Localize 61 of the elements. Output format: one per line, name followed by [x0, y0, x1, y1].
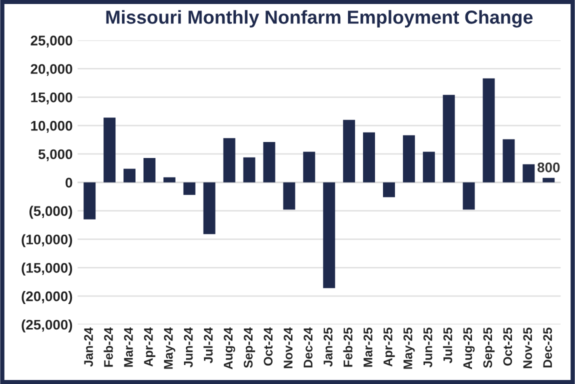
- bar: [542, 178, 555, 182]
- chart-title: Missouri Monthly Nonfarm Employment Change: [106, 10, 533, 28]
- y-tick-label: 5,000: [38, 149, 72, 162]
- bar: [203, 182, 216, 234]
- bar: [243, 157, 256, 182]
- x-tick-label: May-25: [403, 328, 415, 369]
- bar: [303, 152, 316, 182]
- y-tick-label: (20,000): [22, 291, 72, 304]
- bar: [422, 152, 435, 182]
- bar: [502, 139, 515, 182]
- data-label: 800: [538, 162, 560, 172]
- x-tick-label: Nov-24: [284, 327, 293, 368]
- bar: [143, 158, 156, 182]
- x-tick-label: Sep-24: [244, 327, 256, 368]
- x-tick-label: Jan-24: [84, 327, 93, 367]
- y-tick-label: 15,000: [31, 92, 72, 104]
- bar: [223, 138, 236, 182]
- bar: [402, 135, 415, 182]
- x-tick-label: Jun-24: [184, 327, 193, 368]
- x-tick-label: Feb-24: [104, 327, 113, 367]
- y-tick-label: (25,000): [22, 319, 72, 332]
- x-tick-label: Sep-25: [483, 328, 495, 368]
- bar: [462, 182, 475, 210]
- bar: [163, 177, 176, 182]
- x-tick-label: Apr-25: [383, 328, 395, 367]
- x-tick-label: Jan-25: [324, 328, 332, 367]
- y-tick-label: 0: [66, 178, 72, 188]
- bar: [263, 142, 276, 182]
- x-tick-label: May-24: [164, 327, 176, 369]
- bar: [343, 120, 356, 182]
- bar: [482, 78, 495, 182]
- y-tick-label: (5,000): [29, 206, 72, 219]
- x-tick-label: Mar-25: [364, 328, 372, 367]
- bar: [522, 164, 535, 182]
- bar: [183, 182, 196, 195]
- y-tick-label: 25,000: [30, 36, 72, 48]
- x-tick-label: Jul-25: [443, 328, 452, 364]
- y-tick-label: (10,000): [22, 234, 72, 248]
- x-tick-label: Aug-25: [463, 328, 475, 370]
- bar: [104, 118, 116, 182]
- x-tick-label: Jun-25: [423, 328, 432, 368]
- bar: [283, 182, 296, 210]
- bar: [124, 168, 136, 182]
- bar: [323, 182, 336, 288]
- bar: [442, 94, 455, 182]
- x-tick-label: Oct-25: [503, 328, 512, 366]
- y-tick-label: 10,000: [31, 120, 72, 133]
- bar: [382, 182, 395, 198]
- x-tick-label: Aug-24: [224, 327, 236, 370]
- x-tick-label: Apr-24: [144, 327, 156, 367]
- x-tick-label: Jul-24: [204, 327, 213, 364]
- y-tick-label: (15,000): [22, 262, 72, 276]
- x-tick-label: Dec-24: [304, 327, 312, 368]
- x-tick-label: Nov-25: [523, 328, 532, 368]
- bar: [363, 132, 376, 182]
- x-tick-label: Feb-25: [343, 328, 352, 367]
- y-tick-label: 20,000: [30, 64, 72, 76]
- x-tick-label: Oct-24: [264, 327, 273, 366]
- x-tick-label: Dec-25: [543, 328, 552, 368]
- x-tick-label: Mar-24: [124, 327, 133, 367]
- bar: [84, 182, 96, 220]
